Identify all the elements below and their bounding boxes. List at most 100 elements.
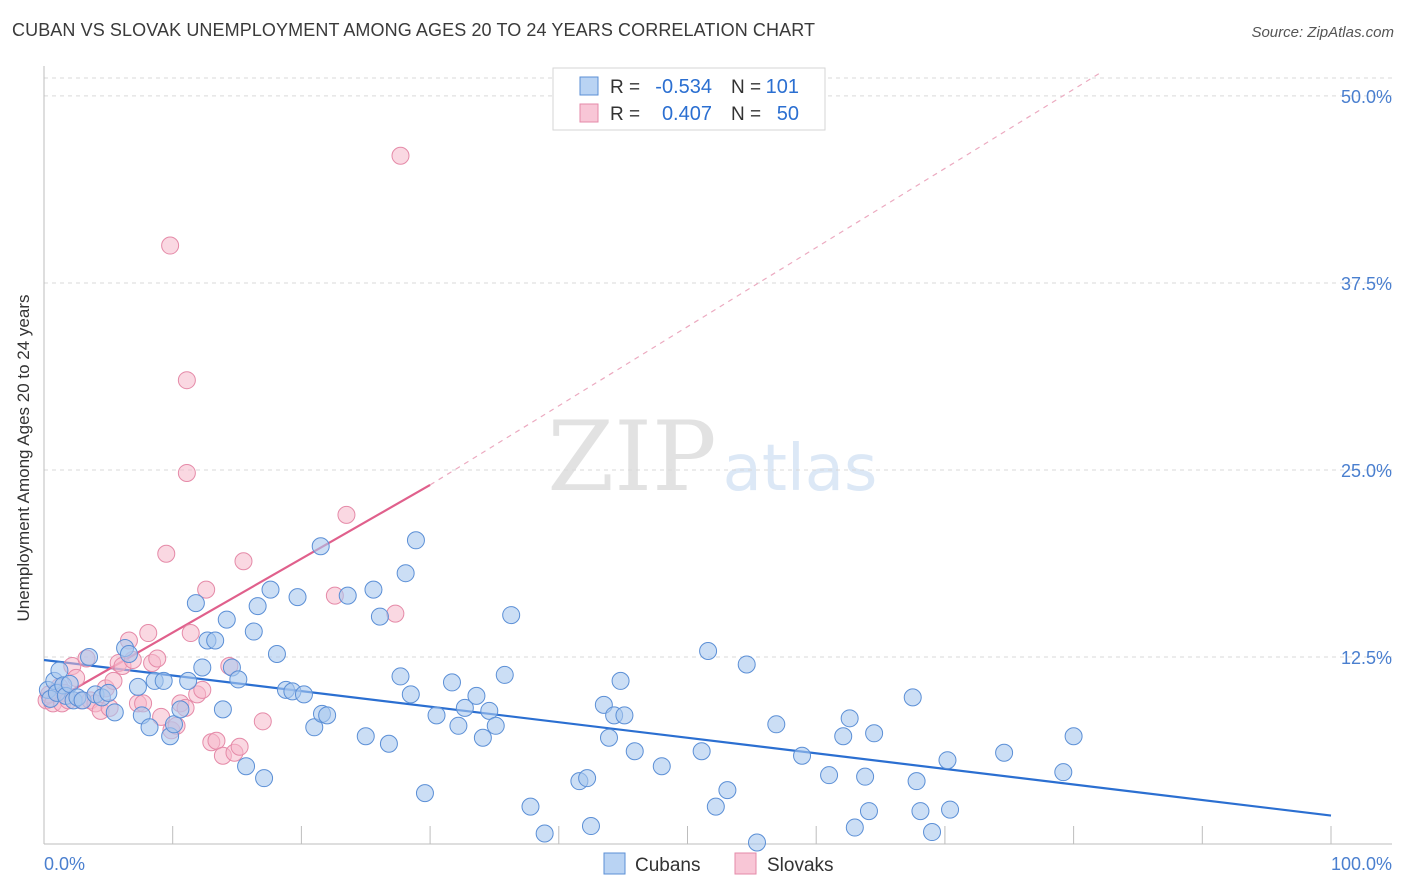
data-point-slovaks (253, 712, 272, 731)
data-point-cubans (834, 727, 853, 746)
data-point-slovaks (197, 580, 216, 599)
data-point-cubans (171, 700, 190, 719)
x-tick-label: 100.0% (1331, 854, 1392, 874)
data-point-cubans (186, 594, 205, 613)
data-point-cubans (911, 802, 930, 821)
data-point-cubans (941, 800, 960, 819)
data-point-slovaks (177, 463, 196, 482)
y-tick-label: 37.5% (1341, 274, 1392, 294)
y-tick-label: 25.0% (1341, 461, 1392, 481)
data-point-cubans (859, 802, 878, 821)
data-point-cubans (856, 767, 875, 786)
data-point-cubans (473, 728, 492, 747)
data-points (37, 146, 1083, 852)
data-point-cubans (396, 564, 415, 583)
data-point-cubans (338, 586, 357, 605)
watermark-zip: ZIP (547, 401, 716, 513)
data-point-cubans (793, 746, 812, 765)
data-point-cubans (305, 718, 324, 737)
data-point-slovaks (193, 680, 212, 699)
data-point-cubans (119, 644, 138, 663)
data-point-cubans (311, 537, 330, 556)
data-point-slovaks (337, 505, 356, 524)
bottom-legend-label-slovaks: Slovaks (767, 855, 834, 876)
data-point-cubans (415, 784, 434, 803)
data-point-cubans (907, 772, 926, 791)
data-point-cubans (535, 824, 554, 843)
data-point-cubans (820, 766, 839, 785)
data-point-slovaks (181, 624, 200, 643)
data-point-cubans (237, 757, 256, 776)
data-point-cubans (495, 665, 514, 684)
data-point-slovaks (161, 236, 180, 255)
grid-lines (44, 77, 1392, 658)
data-point-cubans (294, 685, 313, 704)
bottom-legend-label-cubans: Cubans (635, 855, 701, 876)
data-point-cubans (581, 817, 600, 836)
data-point-cubans (248, 597, 267, 616)
data-point-cubans (521, 797, 540, 816)
data-point-slovaks (157, 544, 176, 563)
data-point-cubans (692, 742, 711, 761)
bottom-legend-swatch-slovaks (734, 852, 757, 875)
data-point-cubans (718, 781, 737, 800)
data-point-cubans (140, 718, 159, 737)
data-point-cubans (1064, 727, 1083, 746)
data-point-cubans (599, 728, 618, 747)
data-point-slovaks (386, 604, 405, 623)
data-point-cubans (179, 671, 198, 690)
data-point-cubans (767, 715, 786, 734)
data-point-cubans (845, 818, 864, 837)
data-point-cubans (401, 685, 420, 704)
data-point-cubans (442, 673, 461, 692)
data-point-cubans (625, 742, 644, 761)
data-point-cubans (737, 655, 756, 674)
data-point-cubans (923, 823, 942, 842)
data-point-cubans (80, 647, 99, 666)
data-point-cubans (105, 703, 124, 722)
axes (43, 66, 1392, 845)
data-point-cubans (370, 607, 389, 626)
data-point-cubans (840, 709, 859, 728)
data-point-slovaks (177, 371, 196, 390)
data-point-slovaks (148, 649, 167, 668)
legend-r-label-cubans: R = (610, 77, 640, 98)
data-point-cubans (261, 580, 280, 599)
data-point-cubans (652, 757, 671, 776)
data-point-cubans (865, 724, 884, 743)
data-point-cubans (217, 610, 236, 629)
data-point-cubans (427, 706, 446, 725)
data-point-cubans (706, 797, 725, 816)
data-point-slovaks (391, 146, 410, 165)
trend-line-cubans (43, 658, 1332, 817)
legend-n-value-slovaks: 50 (777, 103, 799, 125)
data-point-cubans (99, 683, 118, 702)
data-point-cubans (164, 715, 183, 734)
legend-r-value-slovaks: 0.407 (662, 103, 712, 125)
trend-lines (43, 72, 1332, 817)
data-point-cubans (903, 688, 922, 707)
bottom-legend-swatch-cubans (603, 852, 626, 875)
data-point-cubans (578, 769, 597, 788)
data-point-cubans (995, 743, 1014, 762)
data-point-cubans (193, 658, 212, 677)
data-point-cubans (244, 622, 263, 641)
data-point-cubans (467, 686, 486, 705)
data-point-cubans (480, 701, 499, 720)
data-point-cubans (364, 580, 383, 599)
data-point-cubans (391, 667, 410, 686)
y-tick-label: 50.0% (1341, 87, 1392, 107)
legend-swatch-slovaks (579, 103, 599, 123)
watermark-atlas: atlas (723, 432, 878, 506)
legend-n-label-cubans: N = (731, 77, 761, 98)
x-tick-label: 0.0% (44, 854, 85, 874)
chart-title: CUBAN VS SLOVAK UNEMPLOYMENT AMONG AGES … (12, 20, 816, 40)
data-point-cubans (288, 588, 307, 607)
data-point-cubans (318, 706, 337, 725)
data-point-cubans (699, 641, 718, 660)
data-point-cubans (154, 671, 173, 690)
data-point-cubans (229, 670, 248, 689)
legend-r-value-cubans: -0.534 (655, 76, 712, 98)
data-point-cubans (267, 644, 286, 663)
